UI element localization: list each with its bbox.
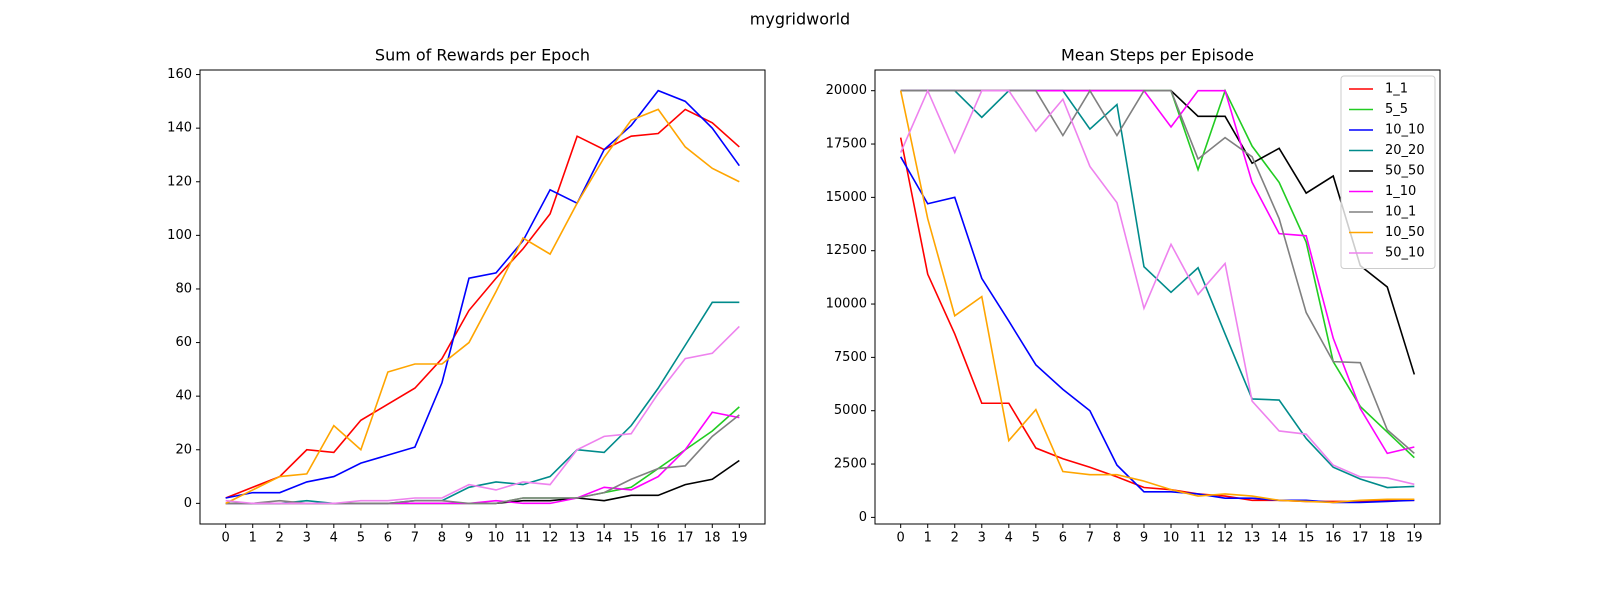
x-tick-label: 13 [1244, 531, 1261, 546]
series-line [899, 88, 1415, 486]
x-tick-label: 11 [1190, 531, 1207, 546]
x-tick-label: 16 [650, 531, 667, 546]
x-tick-label: 4 [330, 531, 338, 546]
y-tick-label: 100 [167, 228, 192, 243]
x-tick-label: 6 [384, 531, 392, 546]
y-tick-label: 15000 [826, 190, 867, 205]
x-tick-label: 4 [1005, 531, 1013, 546]
y-tick-label: 5000 [834, 403, 867, 418]
y-tick-label: 0 [859, 510, 867, 525]
y-tick-label: 60 [175, 335, 192, 350]
series-line [900, 88, 1415, 459]
legend-label: 5_5 [1385, 102, 1408, 117]
x-tick-label: 12 [542, 531, 559, 546]
y-tick-label: 12500 [826, 243, 867, 258]
x-tick-label: 8 [1113, 531, 1121, 546]
legend-label: 10_10 [1385, 123, 1425, 138]
y-tick-label: 10000 [826, 297, 867, 312]
x-tick-label: 10 [1163, 531, 1180, 546]
series-line [225, 406, 740, 505]
x-tick-label: 2 [276, 531, 284, 546]
figure-title: mygridworld [750, 10, 850, 29]
legend-label: 10_50 [1385, 225, 1425, 240]
series-line [225, 459, 740, 505]
chart-title: Mean Steps per Episode [1061, 46, 1254, 65]
series-line [899, 156, 1415, 504]
x-tick-label: 5 [357, 531, 365, 546]
series-line [900, 89, 1415, 489]
y-tick-label: 120 [167, 174, 192, 189]
x-tick-label: 0 [222, 531, 230, 546]
legend-label: 10_1 [1385, 205, 1416, 220]
y-tick-label: 7500 [834, 350, 867, 365]
y-tick-label: 140 [167, 121, 192, 136]
plot-frame [199, 69, 766, 525]
x-tick-label: 13 [569, 531, 586, 546]
x-tick-label: 3 [303, 531, 311, 546]
series-line [900, 89, 1415, 454]
legend-box [1340, 75, 1436, 269]
x-tick-label: 12 [1217, 531, 1234, 546]
x-tick-label: 19 [1406, 531, 1423, 546]
x-tick-label: 1 [924, 531, 932, 546]
legend: 1_1 5_5 10_10 20_20 50_50 1_10 10_1 10_50 50_10 [1340, 75, 1436, 269]
legend-label: 1_1 [1385, 82, 1408, 97]
series-line [225, 108, 740, 499]
legend-label: 1_10 [1385, 184, 1416, 199]
x-tick-label: 9 [1140, 531, 1148, 546]
y-tick-label: 0 [184, 496, 192, 511]
x-tick-label: 3 [978, 531, 986, 546]
y-tick-label: 40 [175, 389, 192, 404]
legend-label: 20_20 [1385, 143, 1425, 158]
series-line [225, 414, 740, 505]
y-tick-label: 80 [175, 281, 192, 296]
x-tick-label: 14 [1271, 531, 1288, 546]
x-tick-label: 1 [249, 531, 257, 546]
series-line [225, 411, 740, 505]
chart-title: Sum of Rewards per Epoch [375, 46, 590, 65]
x-tick-label: 10 [488, 531, 505, 546]
legend-label: 50_10 [1385, 246, 1425, 261]
x-tick-label: 11 [515, 531, 532, 546]
legend-label: 50_50 [1385, 164, 1425, 179]
x-tick-label: 8 [438, 531, 446, 546]
y-tick-label: 160 [167, 67, 192, 82]
x-tick-label: 2 [951, 531, 959, 546]
x-tick-label: 18 [1379, 531, 1396, 546]
x-tick-label: 7 [1086, 531, 1094, 546]
series-line [225, 301, 740, 505]
x-tick-label: 0 [897, 531, 905, 546]
x-tick-label: 18 [704, 531, 721, 546]
x-tick-label: 5 [1032, 531, 1040, 546]
x-tick-label: 7 [411, 531, 419, 546]
x-tick-label: 15 [1298, 531, 1315, 546]
y-tick-label: 2500 [834, 457, 867, 472]
y-tick-label: 20 [175, 442, 192, 457]
plot-frame [874, 69, 1441, 525]
series-line [900, 89, 1416, 375]
x-tick-label: 16 [1325, 531, 1342, 546]
x-tick-label: 9 [465, 531, 473, 546]
x-tick-label: 14 [596, 531, 613, 546]
series-line [225, 325, 740, 505]
series-line [900, 89, 1415, 455]
series-line [225, 108, 740, 505]
y-tick-label: 17500 [826, 137, 867, 152]
series-line [899, 90, 1415, 504]
y-tick-label: 20000 [826, 83, 867, 98]
x-tick-label: 6 [1059, 531, 1067, 546]
x-tick-label: 17 [1352, 531, 1369, 546]
x-tick-label: 19 [731, 531, 748, 546]
series-line [225, 89, 740, 499]
x-tick-label: 15 [623, 531, 640, 546]
x-tick-label: 17 [677, 531, 694, 546]
